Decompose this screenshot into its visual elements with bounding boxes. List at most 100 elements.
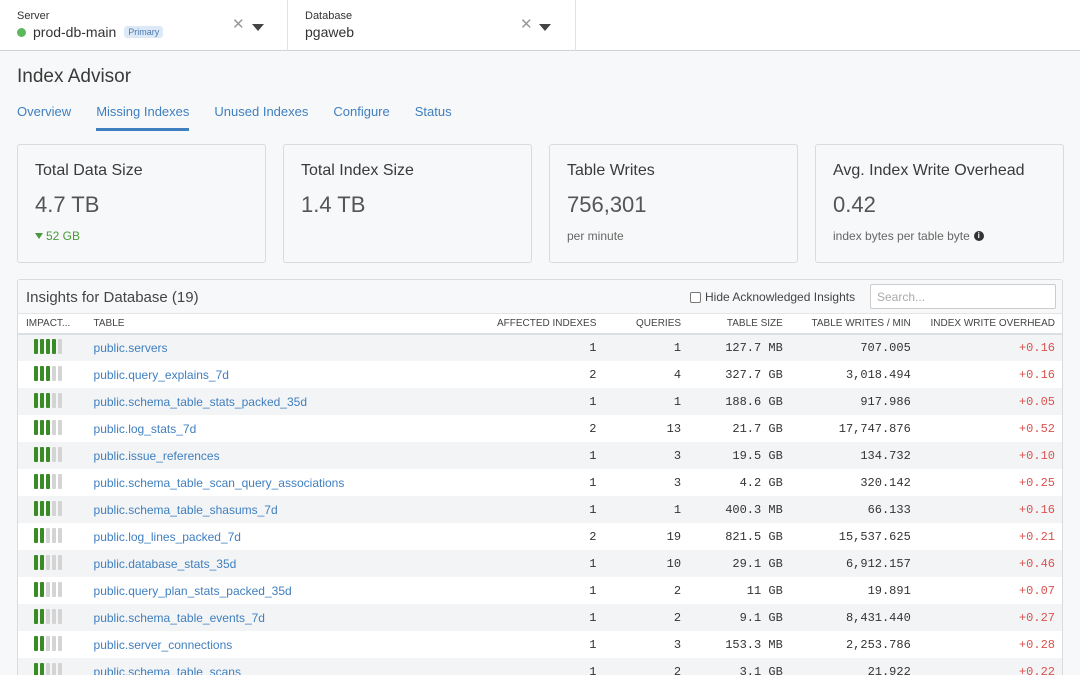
col-table[interactable]: TABLE	[85, 314, 419, 335]
table-row[interactable]: public.database_stats_35d 1 10 29.1 GB 6,912…	[18, 550, 1062, 577]
table-size-cell: 153.3 MB	[725, 637, 783, 652]
table-name-link[interactable]: public.schema_table_scans	[85, 658, 419, 675]
index-write-overhead-cell: +0.22	[910, 658, 1062, 675]
hide-acknowledged-label: Hide Acknowledged Insights	[705, 290, 856, 304]
table-name-link[interactable]: public.log_stats_7d	[93, 421, 197, 436]
impact-bar	[40, 554, 44, 570]
table-row[interactable]: public.schema_table_shasums_7d 1 1 400.3 MB…	[18, 496, 1062, 523]
impact-meter-icon	[34, 581, 64, 597]
card-value: 0.42	[833, 192, 876, 217]
database-name: pgaweb	[305, 24, 355, 40]
info-icon[interactable]: i	[973, 231, 984, 241]
impact-bar	[52, 446, 56, 462]
table-name-link[interactable]: public.log_lines_packed_7d	[93, 529, 241, 544]
table-name-link[interactable]: public.issue_references	[85, 442, 419, 469]
impact-meter-icon	[34, 446, 64, 462]
impact-bar	[58, 339, 62, 354]
table-name-link[interactable]: public.query_explains_7d	[93, 367, 229, 382]
impact-bar	[58, 635, 62, 651]
table-name-link[interactable]: public.schema_table_scan_query_associati…	[93, 475, 345, 490]
table-row[interactable]: public.schema_table_scans 1 2 3.1 GB 21.922 +…	[18, 658, 1062, 675]
table-row[interactable]: public.log_lines_packed_7d 2 19 821.5 GB 15,…	[18, 523, 1062, 550]
server-selector[interactable]: Server prod-db-main Primary ✕	[0, 0, 288, 51]
table-row[interactable]: public.schema_table_scan_query_associati…	[18, 469, 1062, 496]
affected-indexes-cell: 1	[418, 442, 597, 469]
table-row[interactable]: public.server_connections 1 3 153.3 MB 2,253…	[18, 631, 1062, 658]
impact-cell	[18, 496, 86, 523]
table-row[interactable]: public.schema_table_events_7d 1 2 9.1 GB 8,4…	[18, 604, 1062, 631]
card-subtitle: per minute	[567, 229, 624, 243]
clear-server-icon[interactable]: ✕	[232, 16, 245, 33]
table-name-link[interactable]: public.servers	[85, 334, 419, 361]
table-name-link[interactable]: public.database_stats_35d	[85, 550, 419, 577]
table-size-cell: 188.6 GB	[681, 388, 783, 415]
impact-meter-icon	[34, 527, 64, 543]
top-selector-bar: Server prod-db-main Primary ✕ Database p…	[0, 0, 1080, 51]
table-row[interactable]: public.issue_references 1 3 19.5 GB 134.732 +…	[18, 442, 1062, 469]
table-name-link[interactable]: public.schema_table_events_7d	[85, 604, 419, 631]
impact-cell	[18, 658, 86, 675]
insights-rows: public.servers 1 1 127.7 MB 707.005 +0.16 publ…	[18, 334, 1062, 675]
tab-bar: Overview Missing Indexes Unused Indexes …	[17, 104, 477, 132]
impact-bar	[34, 419, 38, 435]
impact-bar	[34, 392, 38, 408]
queries-cell: 1	[596, 388, 682, 415]
server-status-icon	[17, 27, 26, 37]
index-write-overhead-cell: +0.07	[1018, 583, 1055, 598]
database-selector[interactable]: Database pgaweb ✕	[288, 0, 576, 51]
table-writes-cell: 21.922	[782, 658, 911, 675]
impact-bar	[46, 608, 50, 624]
tab-configure[interactable]: Configure	[333, 104, 390, 119]
affected-indexes-cell: 1	[418, 388, 597, 415]
col-table-writes[interactable]: TABLE WRITES / MIN	[782, 314, 911, 335]
impact-bar	[58, 662, 62, 675]
affected-indexes-cell: 2	[589, 529, 597, 544]
impact-cell	[18, 550, 86, 577]
card-title: Table Writes	[567, 162, 655, 179]
impact-bar	[52, 339, 56, 354]
impact-cell	[18, 631, 86, 658]
impact-bar	[40, 635, 44, 651]
index-write-overhead-cell: +0.05	[910, 388, 1062, 415]
table-name-link[interactable]: public.schema_table_shasums_7d	[85, 496, 419, 523]
hide-acknowledged-checkbox[interactable]	[690, 291, 701, 303]
table-row[interactable]: public.servers 1 1 127.7 MB 707.005 +0.16	[18, 334, 1062, 361]
tab-status[interactable]: Status	[414, 104, 452, 119]
hide-acknowledged-toggle[interactable]: Hide Acknowledged Insights	[690, 290, 855, 304]
impact-bar	[58, 419, 62, 435]
table-name-link[interactable]: public.server_connections	[93, 637, 233, 652]
clear-database-icon[interactable]: ✕	[520, 16, 533, 33]
table-row[interactable]: public.query_explains_7d 2 4 327.7 GB 3,018.…	[18, 361, 1062, 388]
impact-meter-icon	[34, 419, 64, 435]
col-queries[interactable]: QUERIES	[596, 314, 682, 335]
impact-bar	[46, 339, 50, 354]
col-impact[interactable]: IMPACT...	[18, 314, 86, 335]
tab-missing-indexes[interactable]: Missing Indexes	[96, 104, 190, 131]
affected-indexes-cell: 1	[418, 550, 597, 577]
tab-overview[interactable]: Overview	[17, 104, 72, 119]
impact-meter-icon	[34, 554, 64, 570]
table-row[interactable]: public.log_stats_7d 2 13 21.7 GB 17,747.876 +…	[18, 415, 1062, 442]
tab-unused-indexes[interactable]: Unused Indexes	[214, 104, 309, 119]
insights-table: IMPACT... TABLE AFFECTED INDEXES QUERIES…	[18, 314, 1062, 675]
card-total-data-size: Total Data Size 4.7 TB 52 GB	[17, 144, 266, 263]
table-writes-cell: 320.142	[860, 475, 911, 490]
chevron-down-icon[interactable]	[539, 24, 551, 31]
impact-cell	[18, 361, 86, 388]
impact-cell	[18, 415, 86, 442]
col-affected-indexes[interactable]: AFFECTED INDEXES	[418, 314, 597, 335]
card-value: 4.7 TB	[35, 192, 100, 217]
search-input[interactable]	[870, 284, 1056, 309]
index-write-overhead-cell: +0.21	[1018, 529, 1055, 544]
impact-bar	[34, 365, 38, 381]
table-row[interactable]: public.query_plan_stats_packed_35d 1 2 11 G…	[18, 577, 1062, 604]
impact-bar	[52, 392, 56, 408]
table-row[interactable]: public.schema_table_stats_packed_35d 1 1 18…	[18, 388, 1062, 415]
chevron-down-icon[interactable]	[252, 24, 264, 31]
table-name-link[interactable]: public.schema_table_stats_packed_35d	[85, 388, 419, 415]
table-size-cell: 29.1 GB	[681, 550, 783, 577]
affected-indexes-cell: 2	[589, 421, 597, 436]
table-name-link[interactable]: public.query_plan_stats_packed_35d	[93, 583, 292, 598]
col-index-write-overhead[interactable]: INDEX WRITE OVERHEAD	[910, 314, 1062, 335]
col-table-size[interactable]: TABLE SIZE	[681, 314, 783, 335]
